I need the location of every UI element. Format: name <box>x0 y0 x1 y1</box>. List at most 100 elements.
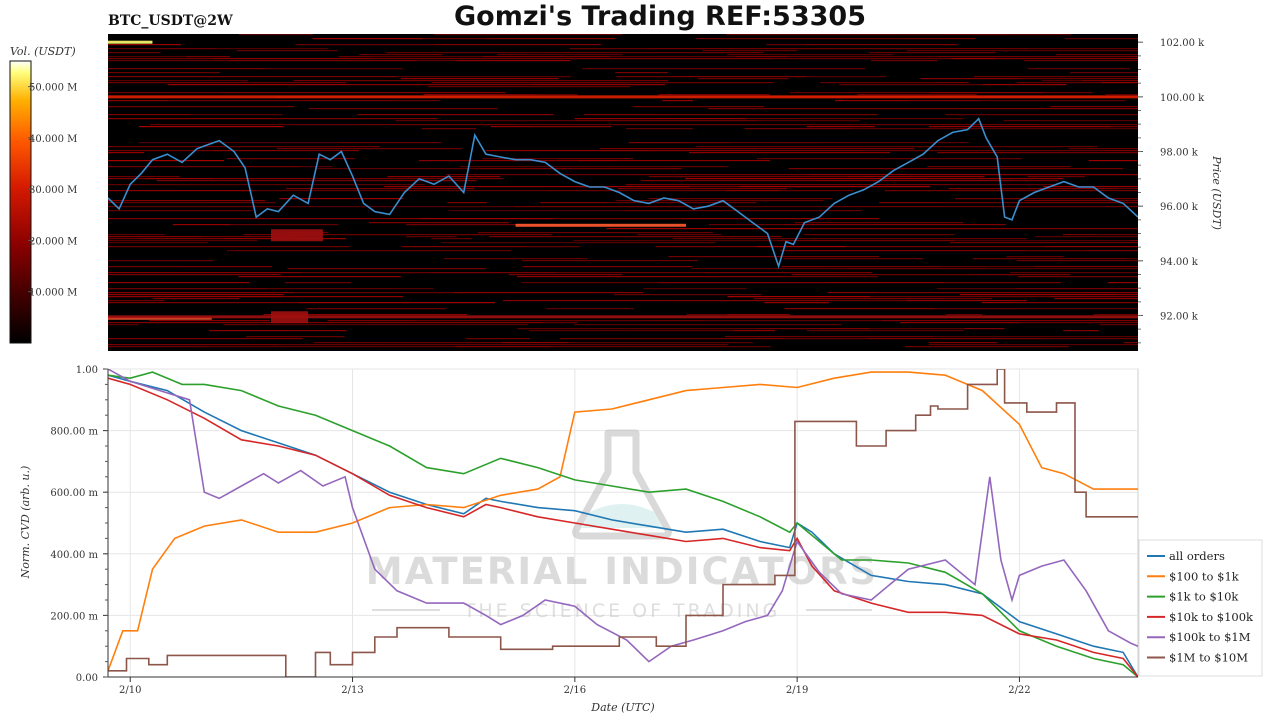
heatmap-cell <box>227 250 337 252</box>
heatmap-cell <box>1003 120 1138 122</box>
heatmap-cell <box>940 34 1013 36</box>
heatmap-cell <box>557 80 669 82</box>
watermark-tagline: THE SCIENCE OF TRADING <box>463 600 781 622</box>
heatmap-cell <box>108 68 180 70</box>
heatmap-cell <box>1049 296 1138 298</box>
cvd-ytick-label-4: 800.00 m <box>50 427 98 438</box>
heatmap-cell <box>772 142 823 144</box>
heatmap-cell <box>108 56 187 58</box>
heatmap-cell <box>246 336 345 338</box>
heatmap-cell <box>1070 72 1138 74</box>
heatmap-cell <box>1085 294 1116 296</box>
heatmap-cell <box>783 258 924 260</box>
heatmap-cell <box>1016 260 1128 262</box>
heatmap-cell <box>594 330 734 332</box>
heatmap-cell <box>573 240 667 242</box>
heatmap-cell <box>702 50 798 52</box>
heatmap-cell <box>563 58 773 60</box>
heatmap-cell <box>936 288 1016 290</box>
heatmap-cell <box>696 38 904 40</box>
heatmap-cell <box>108 200 265 202</box>
heatmap-cell <box>680 218 879 220</box>
heatmap-cell <box>209 330 289 332</box>
heatmap-cell <box>1026 250 1085 252</box>
cvd-series-lines <box>108 369 1138 677</box>
heatmap-cell <box>623 210 768 212</box>
heatmap-cell <box>448 210 624 212</box>
heatmap-cell <box>820 82 938 84</box>
heatmap-cell <box>336 250 434 252</box>
heatmap-cell <box>431 238 472 240</box>
heatmap-cell <box>764 302 830 304</box>
heatmap-cell <box>786 56 937 58</box>
heatmap-cell <box>294 124 360 126</box>
heatmap-cell <box>655 150 759 152</box>
heatmap-cell <box>442 120 532 122</box>
heatmap-cell <box>658 282 827 284</box>
cvd-series-1 <box>108 371 1138 672</box>
heatmap-cell <box>984 206 1018 208</box>
heatmap-cell <box>893 146 1098 148</box>
heatmap-cell <box>796 118 907 120</box>
heatmap-cell <box>504 86 631 88</box>
heatmap-cell <box>904 346 1069 348</box>
price-tick-label-3: 98.00 k <box>1160 148 1199 159</box>
heatmap-cell <box>489 236 597 238</box>
heatmap-cell <box>818 328 870 330</box>
heatmap-cell <box>631 174 810 176</box>
heatmap-cell <box>780 190 854 192</box>
heatmap-cell <box>216 48 329 50</box>
heatmap-cell <box>1024 200 1138 202</box>
price-tick-label-2: 96.00 k <box>1160 202 1199 213</box>
heatmap-cell <box>369 58 564 60</box>
heatmap-cell <box>822 178 929 180</box>
heatmap-cell <box>806 330 964 332</box>
heatmap-cell <box>108 242 208 244</box>
heatmap-cell <box>1019 308 1138 310</box>
heatmap-cell <box>522 266 693 268</box>
heatmap-cell <box>213 178 310 180</box>
heatmap-cell <box>689 152 891 154</box>
heatmap-cell <box>784 308 936 310</box>
heatmap-cell <box>521 282 659 284</box>
price-axis-ticks: 92.00 k 94.00 k 96.00 k 98.00 k 100.00 k 102.… <box>1138 38 1205 344</box>
heatmap-cell <box>396 76 571 78</box>
heatmap-cell <box>338 142 442 144</box>
heatmap-cell <box>500 342 568 344</box>
cvd-series-0 <box>108 374 1138 677</box>
heatmap-cell <box>138 126 284 128</box>
heatmap-cell <box>108 282 250 284</box>
heatmap-cell <box>766 44 805 46</box>
heatmap-cell <box>1136 160 1138 162</box>
liquidity-band-5 <box>271 229 323 242</box>
heatmap-cell <box>1012 228 1138 230</box>
heatmap-cell <box>108 160 225 162</box>
heatmap-cell <box>108 118 274 120</box>
heatmap-cell <box>490 126 532 128</box>
heatmap-cell <box>670 114 878 116</box>
heatmap-cell <box>696 146 894 148</box>
heatmap-cell <box>559 186 691 188</box>
heatmap-cell <box>479 168 682 170</box>
heatmap-cell <box>698 78 789 80</box>
heatmap-cell <box>108 76 298 78</box>
heatmap-panel: 92.00 k 94.00 k 96.00 k 98.00 k 100.00 k 102.… <box>108 34 1223 351</box>
heatmap-cell <box>780 250 916 252</box>
heatmap-cell <box>266 288 400 290</box>
heatmap-cell <box>1107 282 1138 284</box>
heatmap-cell <box>1039 124 1138 126</box>
price-tick-label-5: 102.00 k <box>1160 38 1205 49</box>
heatmap-cell <box>1114 50 1138 52</box>
heatmap-cell <box>757 120 860 122</box>
heatmap-cell <box>726 34 897 36</box>
heatmap-cell <box>1129 240 1138 242</box>
heatmap-cell <box>804 228 1013 230</box>
heatmap-cell <box>1063 190 1138 192</box>
heatmap-cell <box>430 272 557 274</box>
heatmap-cell <box>525 246 580 248</box>
heatmap-cell <box>516 166 665 168</box>
heatmap-cell <box>682 232 713 234</box>
heatmap-cell <box>839 84 983 86</box>
heatmap-cell <box>783 338 868 340</box>
heatmap-cell <box>569 48 649 50</box>
